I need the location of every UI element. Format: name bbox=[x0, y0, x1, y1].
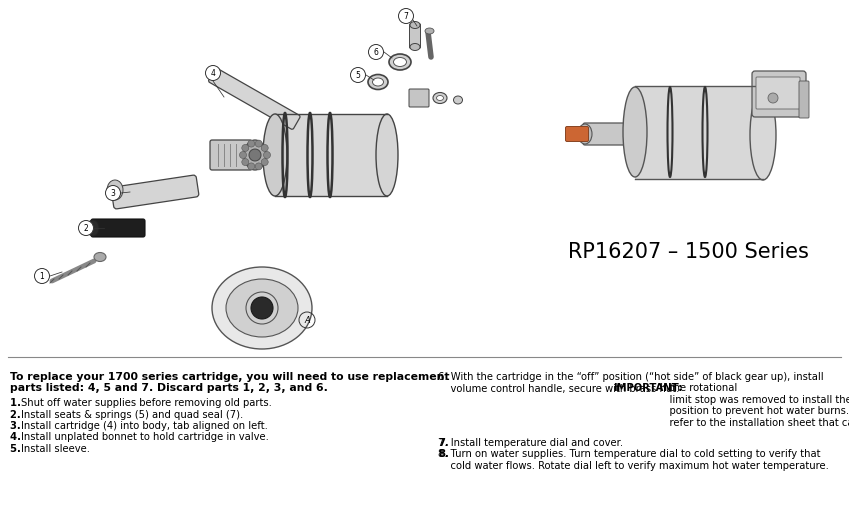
Ellipse shape bbox=[433, 92, 447, 104]
Text: 1: 1 bbox=[40, 272, 44, 281]
Circle shape bbox=[205, 65, 221, 81]
Text: 7: 7 bbox=[403, 12, 408, 21]
Circle shape bbox=[263, 151, 271, 158]
Ellipse shape bbox=[393, 57, 407, 66]
Text: 2: 2 bbox=[83, 224, 88, 233]
Circle shape bbox=[239, 151, 246, 158]
Text: 3: 3 bbox=[110, 189, 115, 198]
Text: Install sleeve.: Install sleeve. bbox=[21, 444, 90, 454]
Circle shape bbox=[251, 297, 273, 319]
Ellipse shape bbox=[212, 267, 312, 349]
FancyBboxPatch shape bbox=[583, 123, 639, 145]
Ellipse shape bbox=[87, 220, 99, 236]
Ellipse shape bbox=[373, 78, 384, 86]
FancyBboxPatch shape bbox=[565, 126, 588, 141]
Text: parts listed: 4, 5 and 7. Discard parts 1, 2, 3, and 6.: parts listed: 4, 5 and 7. Discard parts … bbox=[10, 383, 328, 393]
FancyBboxPatch shape bbox=[91, 219, 145, 237]
Ellipse shape bbox=[107, 180, 123, 200]
Ellipse shape bbox=[244, 140, 266, 170]
Text: IMPORTANT:: IMPORTANT: bbox=[613, 383, 683, 393]
Circle shape bbox=[261, 144, 268, 151]
Ellipse shape bbox=[623, 87, 647, 177]
Circle shape bbox=[105, 185, 121, 201]
Text: 4.: 4. bbox=[10, 433, 25, 442]
FancyBboxPatch shape bbox=[756, 77, 800, 109]
Polygon shape bbox=[635, 86, 763, 179]
Text: 2.: 2. bbox=[10, 409, 25, 419]
Text: If the rotational
    limit stop was removed to install the handle, be sure to r: If the rotational limit stop was removed… bbox=[657, 383, 849, 428]
Ellipse shape bbox=[578, 124, 592, 144]
Ellipse shape bbox=[750, 90, 776, 180]
Text: Install seats & springs (5) and quad seal (7).: Install seats & springs (5) and quad sea… bbox=[21, 409, 244, 419]
Text: 6. With the cartridge in the “off” position (“hot side” of black gear up), insta: 6. With the cartridge in the “off” posit… bbox=[438, 372, 824, 393]
Ellipse shape bbox=[436, 96, 443, 100]
Ellipse shape bbox=[389, 54, 411, 70]
Text: 8. Turn on water supplies. Turn temperature dial to cold setting to verify that
: 8. Turn on water supplies. Turn temperat… bbox=[438, 449, 829, 470]
Text: 1.: 1. bbox=[10, 398, 25, 408]
Circle shape bbox=[351, 67, 366, 82]
Ellipse shape bbox=[410, 44, 420, 50]
Circle shape bbox=[368, 45, 384, 59]
FancyBboxPatch shape bbox=[409, 89, 429, 107]
Ellipse shape bbox=[226, 279, 298, 337]
FancyBboxPatch shape bbox=[209, 68, 300, 130]
Ellipse shape bbox=[263, 114, 287, 196]
Ellipse shape bbox=[94, 253, 106, 261]
Circle shape bbox=[261, 159, 268, 166]
Ellipse shape bbox=[376, 114, 398, 196]
FancyBboxPatch shape bbox=[111, 175, 199, 209]
FancyBboxPatch shape bbox=[799, 81, 809, 118]
Polygon shape bbox=[275, 114, 387, 196]
Circle shape bbox=[256, 140, 262, 147]
Text: 6: 6 bbox=[374, 48, 379, 57]
Circle shape bbox=[768, 93, 778, 103]
Circle shape bbox=[78, 220, 93, 236]
FancyBboxPatch shape bbox=[752, 71, 806, 117]
Text: 8.: 8. bbox=[438, 449, 449, 459]
FancyBboxPatch shape bbox=[210, 140, 252, 170]
Ellipse shape bbox=[453, 96, 463, 104]
Text: To replace your 1700 series cartridge, you will need to use replacement: To replace your 1700 series cartridge, y… bbox=[10, 372, 449, 382]
Circle shape bbox=[242, 159, 249, 166]
Circle shape bbox=[242, 144, 249, 151]
Text: 3.: 3. bbox=[10, 421, 25, 431]
Text: 7. Install temperature dial and cover.: 7. Install temperature dial and cover. bbox=[438, 438, 623, 448]
Ellipse shape bbox=[425, 28, 434, 34]
Circle shape bbox=[398, 8, 413, 23]
Text: Install unplated bonnet to hold cartridge in valve.: Install unplated bonnet to hold cartridg… bbox=[21, 433, 269, 442]
FancyBboxPatch shape bbox=[409, 23, 420, 48]
Text: A: A bbox=[304, 316, 310, 325]
Ellipse shape bbox=[410, 21, 420, 29]
Text: 7.: 7. bbox=[438, 438, 449, 448]
Circle shape bbox=[249, 149, 261, 161]
Ellipse shape bbox=[368, 74, 388, 90]
Text: 4: 4 bbox=[211, 69, 216, 78]
Text: 5: 5 bbox=[356, 71, 361, 80]
Text: 5.: 5. bbox=[10, 444, 25, 454]
Circle shape bbox=[35, 269, 49, 284]
Text: RP16207 – 1500 Series: RP16207 – 1500 Series bbox=[568, 242, 809, 262]
Circle shape bbox=[248, 140, 255, 147]
Text: Install cartridge (4) into body, tab aligned on left.: Install cartridge (4) into body, tab ali… bbox=[21, 421, 268, 431]
Text: Shut off water supplies before removing old parts.: Shut off water supplies before removing … bbox=[21, 398, 272, 408]
Circle shape bbox=[248, 163, 255, 170]
Circle shape bbox=[256, 163, 262, 170]
